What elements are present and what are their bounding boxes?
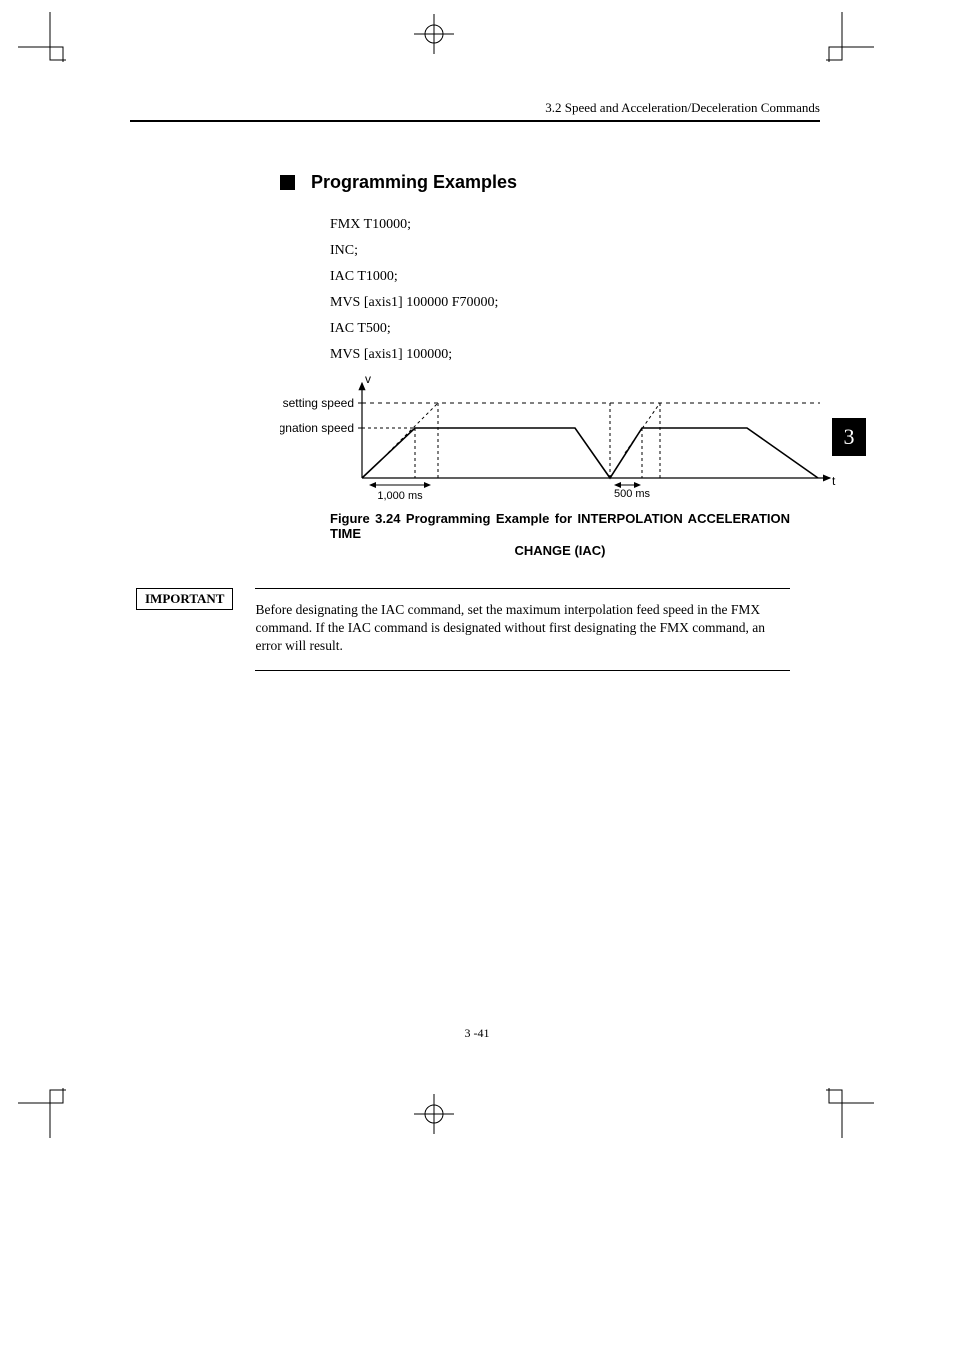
- important-text: Before designating the IAC command, set …: [255, 601, 776, 656]
- figure-caption-line1: Figure 3.24 Programming Example for INTE…: [330, 511, 790, 541]
- code-line: IAC T1000;: [330, 269, 820, 285]
- code-line: IAC T500;: [330, 321, 820, 337]
- code-line: MVS [axis1] 100000;: [330, 347, 820, 363]
- y-axis-label: v: [365, 373, 371, 386]
- x-annotation-1000: 1,000 ms: [377, 490, 423, 502]
- chapter-tab: 3: [832, 418, 866, 456]
- page-number: 3 -41: [0, 1026, 954, 1041]
- section-title-row: Programming Examples: [280, 172, 820, 193]
- code-block: FMX T10000; INC; IAC T1000; MVS [axis1] …: [330, 217, 820, 363]
- registration-mark-top: [414, 14, 454, 54]
- registration-mark-bottom: [414, 1094, 454, 1134]
- y-label-fmx: FMX setting speed: [280, 396, 354, 410]
- important-label: IMPORTANT: [136, 588, 233, 610]
- header-rule: [130, 120, 820, 122]
- code-line: INC;: [330, 243, 820, 259]
- crop-mark-top-right: [812, 12, 874, 74]
- figure-caption-line2: CHANGE (IAC): [330, 543, 790, 558]
- page-header: 3.2 Speed and Acceleration/Deceleration …: [130, 100, 820, 116]
- page-content: 3.2 Speed and Acceleration/Deceleration …: [130, 100, 820, 671]
- code-line: MVS [axis1] 100000 F70000;: [330, 295, 820, 311]
- x-annotation-500: 500 ms: [614, 488, 651, 500]
- y-label-fdes: F designation speed: [280, 421, 354, 435]
- crop-mark-top-left: [18, 12, 80, 74]
- bullet-icon: [280, 175, 295, 190]
- velocity-chart: v t FMX setting speed F designation spee…: [280, 373, 840, 503]
- x-axis-label: t: [832, 474, 836, 488]
- important-text-wrap: Before designating the IAC command, set …: [255, 588, 790, 671]
- crop-mark-bottom-right: [812, 1076, 874, 1138]
- code-line: FMX T10000;: [330, 217, 820, 233]
- important-block: IMPORTANT Before designating the IAC com…: [130, 588, 820, 671]
- crop-mark-bottom-left: [18, 1076, 80, 1138]
- section-title: Programming Examples: [311, 172, 517, 193]
